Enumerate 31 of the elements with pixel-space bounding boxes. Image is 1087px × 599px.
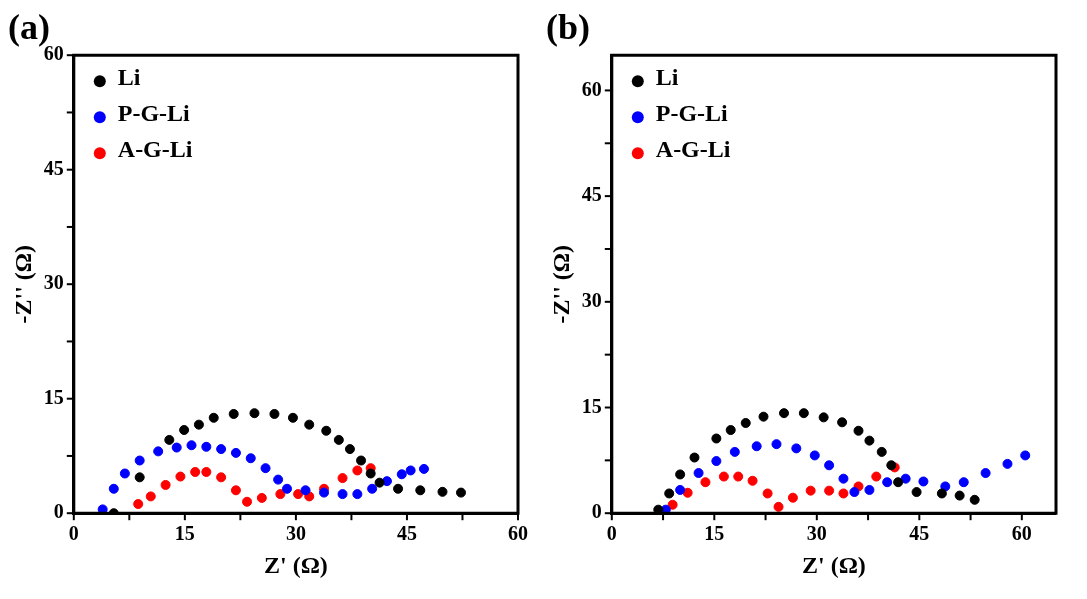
legend-label: P-G-Li xyxy=(117,100,191,127)
legend-label: Li xyxy=(117,64,141,91)
y-tick-label: 45 xyxy=(43,156,64,179)
x-tick-label: 30 xyxy=(806,522,827,545)
y-tick-label: 15 xyxy=(581,394,602,417)
x-tick-label: 45 xyxy=(909,522,930,545)
y-axis-title: -Z'' (Ω) xyxy=(547,244,574,324)
chart-title: (a) xyxy=(8,6,50,47)
x-axis-title: Z' (Ω) xyxy=(263,551,328,578)
x-tick-label: 0 xyxy=(68,522,79,545)
x-tick-label: 60 xyxy=(1011,522,1032,545)
y-tick-label: 45 xyxy=(581,183,602,206)
y-tick-label: 0 xyxy=(53,500,64,523)
legend-label: P-G-Li xyxy=(655,100,729,127)
y-axis-title: -Z'' (Ω) xyxy=(9,244,36,324)
legend-label: A-G-Li xyxy=(117,136,193,163)
x-axis-title: Z' (Ω) xyxy=(801,551,866,578)
y-tick-label: 0 xyxy=(591,500,602,523)
x-tick-label: 60 xyxy=(508,522,528,545)
legend-label: Li xyxy=(655,64,679,91)
legend-label: A-G-Li xyxy=(655,136,731,163)
x-tick-label: 15 xyxy=(704,522,725,545)
x-tick-label: 0 xyxy=(606,522,617,545)
y-tick-label: 30 xyxy=(43,271,64,294)
x-tick-label: 30 xyxy=(285,522,306,545)
x-tick-label: 45 xyxy=(396,522,417,545)
y-tick-label: 30 xyxy=(581,288,602,311)
y-tick-label: 60 xyxy=(581,77,602,100)
x-tick-label: 15 xyxy=(174,522,195,545)
chart-title: (b) xyxy=(546,6,590,47)
y-tick-label: 15 xyxy=(43,385,64,408)
